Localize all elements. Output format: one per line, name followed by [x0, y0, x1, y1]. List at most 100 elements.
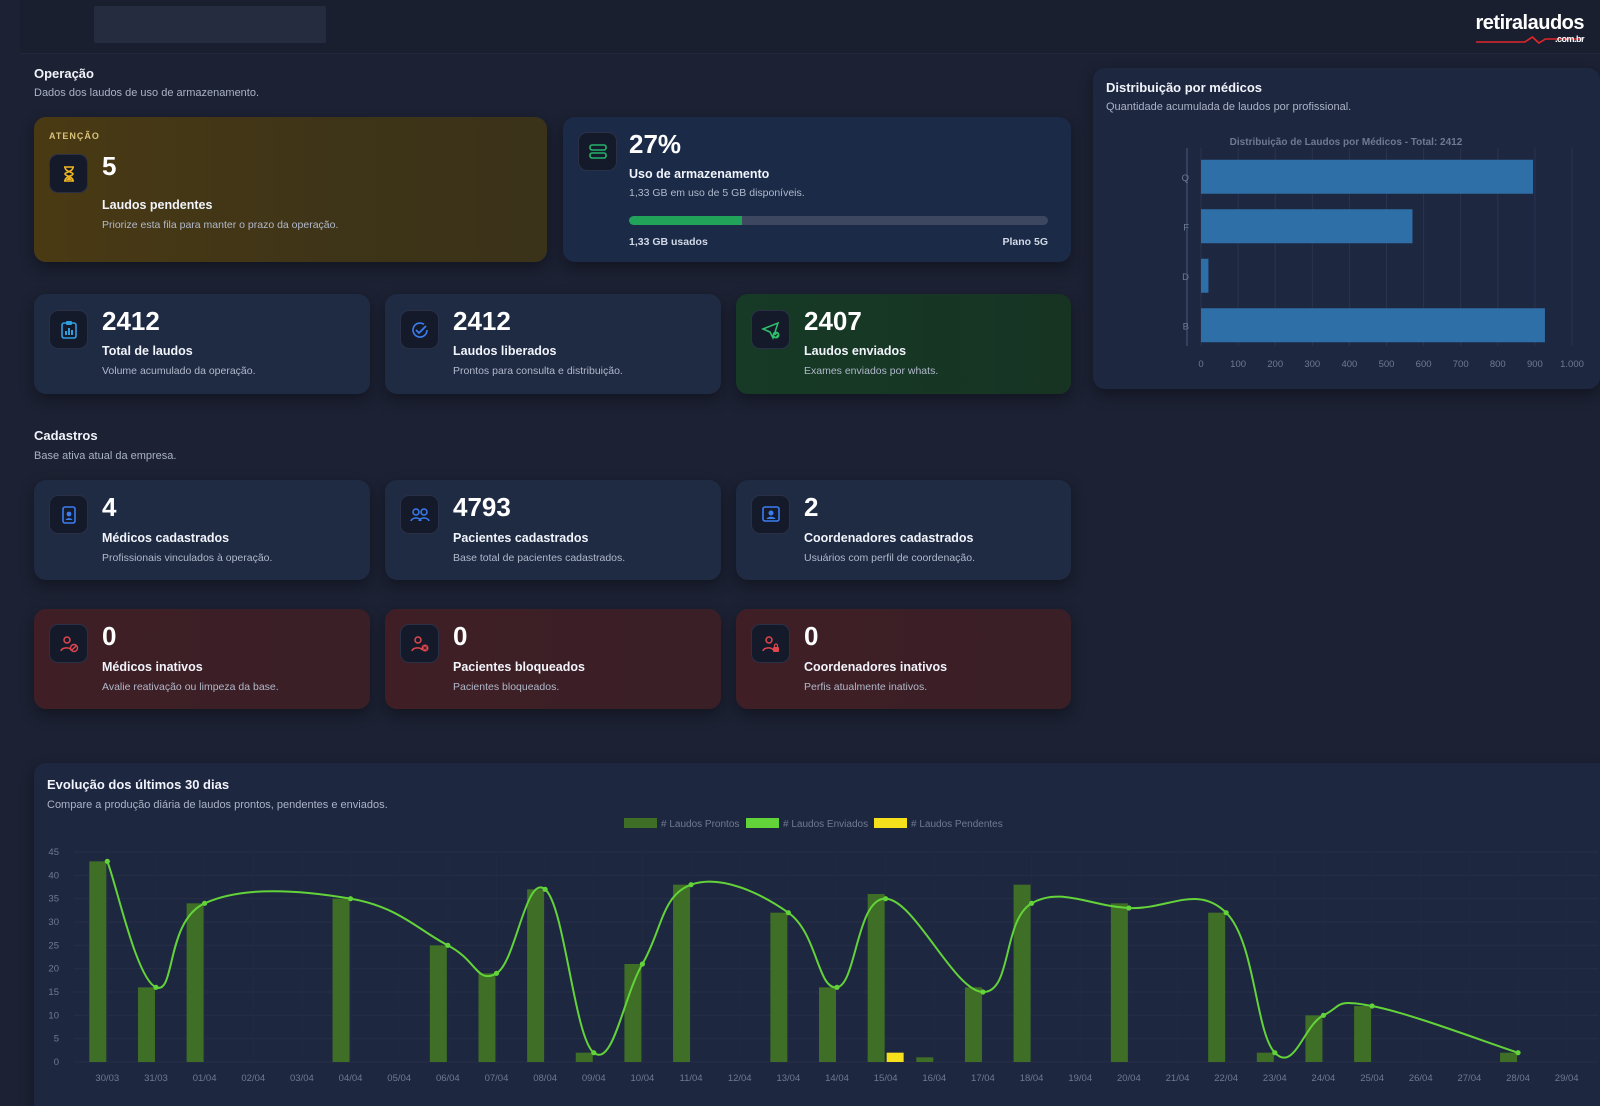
- registered-value: 4: [102, 492, 117, 522]
- check-circle-icon: [400, 310, 439, 349]
- logo-swoosh-icon: [1475, 36, 1584, 44]
- point-enviados: [202, 900, 208, 906]
- section-subtitle-cadastros: Base ativa atual da empresa.: [34, 450, 177, 462]
- medicos-cadastrados-card[interactable]: 4 Médicos cadastrados Profissionais vinc…: [34, 480, 370, 580]
- registered-label: Médicos cadastrados: [102, 531, 230, 545]
- x-tick-label: 11/04: [680, 1073, 703, 1084]
- x-tick-label: 15/04: [874, 1073, 898, 1084]
- inactive-value: 0: [453, 621, 468, 651]
- point-enviados: [883, 896, 889, 902]
- laudos-liberados-card[interactable]: 2412 Laudos liberados Prontos para consu…: [385, 294, 721, 394]
- bar-prontos: [89, 861, 107, 1062]
- registered-value: 4793: [453, 492, 511, 522]
- bar-prontos: [1013, 884, 1031, 1062]
- clipboard-chart-icon: [49, 310, 88, 349]
- x-tick-label: 10/04: [631, 1073, 655, 1084]
- legend-label: # Laudos Enviados: [783, 819, 868, 830]
- legend-swatch: [624, 818, 657, 828]
- attention-badge: ATENÇÃO: [49, 131, 100, 141]
- bar-prontos: [867, 894, 885, 1062]
- pending-card[interactable]: ATENÇÃO 5 Laudos pendentes Priorize esta…: [34, 117, 547, 262]
- distribution-bar: [1201, 308, 1545, 343]
- legend-label: # Laudos Pendentes: [911, 819, 1003, 830]
- x-tick-label: 21/04: [1166, 1073, 1190, 1084]
- bar-prontos: [624, 964, 642, 1062]
- bar-prontos: [1500, 1052, 1518, 1062]
- x-tick-label: 09/04: [582, 1073, 606, 1084]
- users-icon: [400, 495, 439, 534]
- storage-used-label: 1,33 GB usados: [629, 236, 708, 248]
- x-tick-label: 31/03: [144, 1073, 168, 1084]
- x-tick-label: 14/04: [825, 1073, 849, 1084]
- storage-label: Uso de armazenamento: [629, 167, 770, 181]
- x-tick-label: 18/04: [1020, 1073, 1044, 1084]
- x-tick-label: 300: [1304, 359, 1320, 370]
- distribution-chart: Distribuição de Laudos por Médicos - Tot…: [1182, 137, 1584, 370]
- x-tick-label: 100: [1230, 359, 1246, 370]
- top-bar: retiralaudos .com.br: [20, 0, 1600, 54]
- coordenadores-cadastrados-card[interactable]: 2 Coordenadores cadastrados Usuários com…: [736, 480, 1071, 580]
- point-enviados: [1028, 900, 1035, 906]
- x-tick-label: 20/04: [1117, 1073, 1141, 1084]
- inactive-label: Coordenadores inativos: [804, 660, 948, 674]
- storage-desc: 1,33 GB em uso de 5 GB disponíveis.: [629, 187, 805, 199]
- registered-desc: Profissionais vinculados à operação.: [102, 552, 273, 564]
- bar-prontos: [1305, 1015, 1323, 1062]
- storage-card[interactable]: 27% Uso de armazenamento 1,33 GB em uso …: [563, 117, 1071, 262]
- x-tick-label: 01/04: [193, 1073, 217, 1084]
- x-tick-label: 0: [1198, 359, 1203, 370]
- send-check-icon: [751, 310, 790, 349]
- point-enviados: [445, 942, 451, 948]
- coordenadores-inativos-card[interactable]: 0 Coordenadores inativos Perfis atualmen…: [736, 609, 1071, 709]
- legend-swatch: [746, 818, 779, 828]
- x-tick-label: 400: [1341, 359, 1357, 370]
- distribution-subtitle: Quantidade acumulada de laudos por profi…: [1106, 101, 1352, 113]
- point-enviados: [834, 984, 840, 990]
- point-enviados: [591, 1050, 597, 1056]
- bar-prontos: [186, 903, 204, 1062]
- x-tick-label: 800: [1490, 359, 1506, 370]
- registered-desc: Usuários com perfil de coordenação.: [804, 552, 976, 564]
- storage-progress-fill: [629, 216, 743, 225]
- evolution-panel: Evolução dos últimos 30 dias Compare a p…: [34, 763, 1600, 1106]
- stat-desc: Prontos para consulta e distribuição.: [453, 365, 623, 377]
- x-tick-label: 12/04: [728, 1073, 752, 1084]
- stat-desc: Volume acumulado da operação.: [102, 365, 256, 377]
- section-subtitle-operacao: Dados dos laudos de uso de armazenamento…: [34, 87, 260, 99]
- pacientes-bloqueados-card[interactable]: 0 Pacientes bloqueados Pacientes bloquea…: [385, 609, 721, 709]
- x-tick-label: 25/04: [1360, 1073, 1384, 1084]
- x-tick-label: 17/04: [971, 1073, 995, 1084]
- y-tick-label: 40: [48, 870, 59, 881]
- logo-text: retiralaudos: [1475, 12, 1585, 34]
- inactive-label: Pacientes bloqueados: [453, 660, 585, 674]
- registered-desc: Base total de pacientes cadastrados.: [453, 552, 626, 564]
- bar-prontos: [478, 973, 496, 1062]
- point-enviados: [688, 882, 694, 888]
- x-tick-label: 600: [1416, 359, 1432, 370]
- logo-sub: .com.br: [1554, 34, 1585, 44]
- x-tick-label: 03/04: [290, 1073, 314, 1084]
- server-icon: [578, 132, 617, 171]
- x-tick-label: 22/04: [1214, 1073, 1238, 1084]
- total-laudos-card[interactable]: 2412 Total de laudos Volume acumulado da…: [34, 294, 370, 394]
- section-title-cadastros: Cadastros: [34, 428, 98, 443]
- user-lock-icon: [751, 624, 790, 663]
- pacientes-cadastrados-card[interactable]: 4793 Pacientes cadastrados Base total de…: [385, 480, 721, 580]
- x-tick-label: 13/04: [776, 1073, 800, 1084]
- x-tick-label: 500: [1379, 359, 1395, 370]
- stat-value: 2412: [102, 306, 160, 336]
- x-tick-label: 05/04: [387, 1073, 411, 1084]
- point-enviados: [980, 989, 986, 995]
- x-tick-label: 1.000: [1560, 359, 1584, 370]
- stat-label: Laudos enviados: [804, 344, 907, 358]
- y-tick-label: F: [1183, 222, 1189, 233]
- medicos-inativos-card[interactable]: 0 Médicos inativos Avalie reativação ou …: [34, 609, 370, 709]
- point-enviados: [153, 984, 159, 990]
- inactive-desc: Pacientes bloqueados.: [453, 681, 560, 693]
- tab-strip[interactable]: [94, 6, 326, 43]
- laudos-enviados-card[interactable]: 2407 Laudos enviados Exames enviados por…: [736, 294, 1071, 394]
- brand-logo[interactable]: retiralaudos .com.br: [1475, 12, 1585, 44]
- inactive-value: 0: [102, 621, 117, 651]
- user-x-icon: [400, 624, 439, 663]
- stat-value: 2412: [453, 306, 511, 336]
